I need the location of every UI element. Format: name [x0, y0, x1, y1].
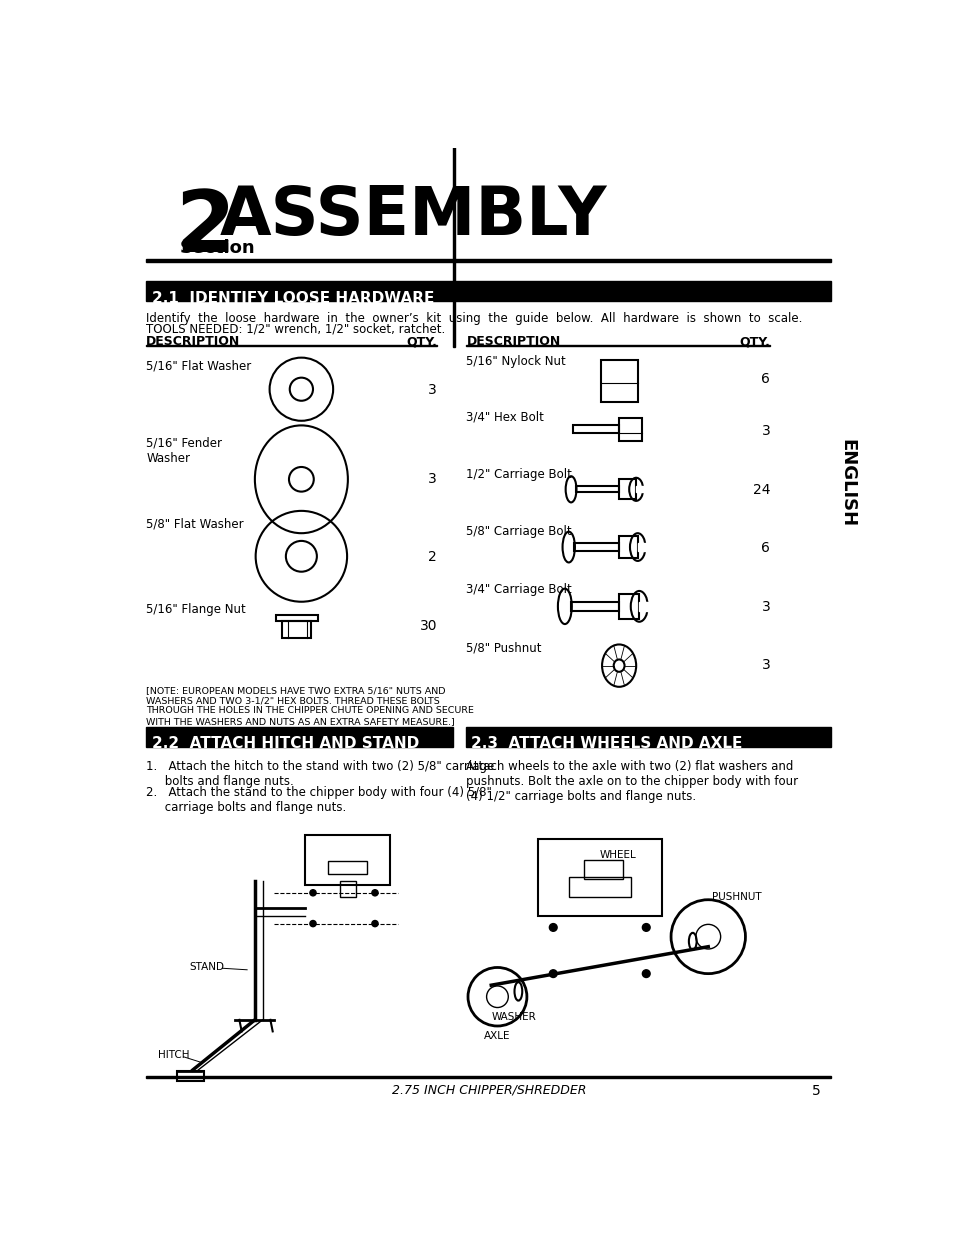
Text: HITCH: HITCH	[158, 1050, 190, 1061]
Text: STAND: STAND	[189, 962, 224, 972]
Text: 24: 24	[752, 483, 769, 498]
Bar	[537, 839, 661, 916]
Text: 2: 2	[174, 186, 234, 269]
Text: ASSEMBLY: ASSEMBLY	[220, 183, 607, 248]
Bar	[618, 536, 637, 558]
Text: 3/4" Carriage Bolt: 3/4" Carriage Bolt	[466, 583, 572, 597]
Text: 5/16" Flange Nut: 5/16" Flange Nut	[146, 603, 246, 615]
Text: AXLE: AXLE	[483, 1031, 510, 1041]
Text: QTY.: QTY.	[739, 336, 769, 348]
Text: 6: 6	[760, 541, 769, 555]
Bar	[282, 621, 311, 638]
Bar	[146, 259, 831, 262]
Bar	[453, 0, 455, 347]
Circle shape	[310, 889, 315, 895]
Text: 5: 5	[811, 1084, 820, 1098]
Text: 5/8" Carriage Bolt: 5/8" Carriage Bolt	[466, 526, 572, 538]
Bar	[568, 877, 630, 897]
Text: DESCRIPTION: DESCRIPTION	[466, 336, 560, 348]
Text: 3: 3	[760, 658, 769, 672]
Bar	[599, 359, 637, 403]
Circle shape	[641, 969, 649, 977]
Text: TOOLS NEEDED: 1/2" wrench, 1/2" socket, ratchet.: TOOLS NEEDED: 1/2" wrench, 1/2" socket, …	[146, 324, 445, 336]
Bar	[574, 543, 618, 551]
Text: Section: Section	[179, 240, 255, 257]
Text: WASHER: WASHER	[491, 1011, 536, 1021]
Bar	[340, 882, 355, 897]
Circle shape	[549, 924, 557, 931]
Text: 3: 3	[428, 383, 436, 396]
Bar	[571, 601, 618, 611]
Text: 1/2" Carriage Bolt: 1/2" Carriage Bolt	[466, 468, 572, 480]
Text: 6: 6	[760, 372, 769, 385]
Text: DESCRIPTION: DESCRIPTION	[146, 336, 240, 348]
Bar	[618, 479, 636, 499]
Bar	[328, 861, 367, 873]
Bar	[305, 835, 390, 885]
Text: 3: 3	[760, 600, 769, 614]
Text: PUSHNUT: PUSHNUT	[711, 893, 760, 903]
Text: 2: 2	[428, 550, 436, 564]
Bar	[618, 594, 639, 619]
Text: 3/4" Hex Bolt: 3/4" Hex Bolt	[466, 410, 544, 424]
Text: 2.2  ATTACH HITCH AND STAND: 2.2 ATTACH HITCH AND STAND	[152, 736, 418, 751]
Text: 5/8" Flat Washer: 5/8" Flat Washer	[146, 517, 244, 531]
Bar	[637, 543, 646, 551]
Text: 1.   Attach the hitch to the stand with two (2) 5/8" carriage
     bolts and fla: 1. Attach the hitch to the stand with tw…	[146, 760, 494, 788]
Bar	[636, 487, 643, 493]
Text: 30: 30	[419, 620, 436, 634]
Bar	[146, 727, 453, 747]
Text: 5/8" Pushnut: 5/8" Pushnut	[466, 641, 541, 655]
Circle shape	[372, 920, 377, 926]
Bar	[177, 1071, 204, 1082]
Text: 3: 3	[428, 472, 436, 485]
Text: 2.75 INCH CHIPPER/SHREDDER: 2.75 INCH CHIPPER/SHREDDER	[392, 1084, 585, 1097]
Bar	[576, 487, 618, 493]
Circle shape	[641, 924, 649, 931]
Text: 3: 3	[760, 424, 769, 438]
Bar	[618, 417, 641, 441]
Text: [NOTE: EUROPEAN MODELS HAVE TWO EXTRA 5/16" NUTS AND
WASHERS AND TWO 3-1/2" HEX : [NOTE: EUROPEAN MODELS HAVE TWO EXTRA 5/…	[146, 685, 474, 726]
Bar	[275, 615, 317, 621]
Text: 5/16" Nylock Nut: 5/16" Nylock Nut	[466, 354, 566, 368]
Bar	[639, 601, 649, 611]
Circle shape	[310, 920, 315, 926]
Text: 2.1  IDENTIFY LOOSE HARDWARE: 2.1 IDENTIFY LOOSE HARDWARE	[152, 290, 434, 305]
Text: WHEEL: WHEEL	[599, 850, 636, 860]
Bar	[146, 280, 831, 300]
Text: 2.   Attach the stand to the chipper body with four (4) 5/8"
     carriage bolts: 2. Attach the stand to the chipper body …	[146, 785, 492, 814]
Text: ENGLISH: ENGLISH	[838, 440, 856, 527]
Text: Identify  the  loose  hardware  in  the  owner’s  kit  using  the  guide  below.: Identify the loose hardware in the owner…	[146, 312, 801, 325]
Circle shape	[372, 889, 377, 895]
Bar	[572, 425, 618, 433]
Text: QTY.: QTY.	[406, 336, 436, 348]
Text: 5/16" Flat Washer: 5/16" Flat Washer	[146, 359, 252, 373]
Bar	[465, 727, 831, 747]
Text: Attach wheels to the axle with two (2) flat washers and
pushnuts. Bolt the axle : Attach wheels to the axle with two (2) f…	[465, 760, 797, 803]
Text: 5/16" Fender
Washer: 5/16" Fender Washer	[146, 437, 222, 464]
Bar	[146, 1076, 831, 1078]
Circle shape	[549, 969, 557, 977]
Bar	[583, 861, 622, 879]
Text: 2.3  ATTACH WHEELS AND AXLE: 2.3 ATTACH WHEELS AND AXLE	[471, 736, 741, 751]
